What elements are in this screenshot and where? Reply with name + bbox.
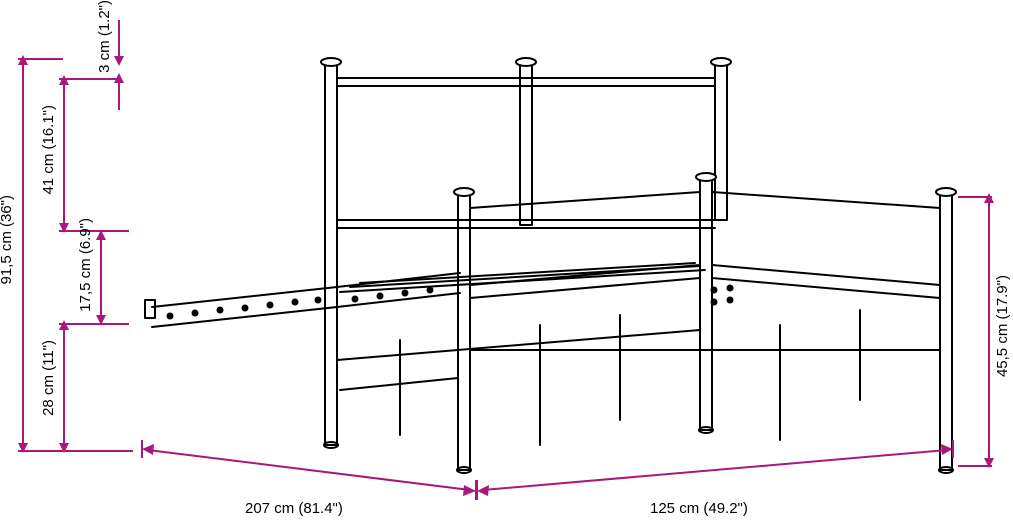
- dim-label-midbar: 17,5 cm (6.9"): [77, 218, 94, 312]
- arrow-icon: [18, 55, 28, 65]
- arrow-icon: [984, 193, 994, 203]
- dim-tick: [958, 465, 992, 467]
- arrow-icon: [114, 56, 124, 66]
- dim-tick: [958, 196, 992, 198]
- dim-label-foot: 45,5 cm (17.9"): [994, 275, 1011, 377]
- dim-line-foot: [988, 200, 990, 460]
- dim-tick: [59, 230, 129, 232]
- dim-label-total-height: 91,5 cm (36"): [0, 195, 15, 285]
- arrow-icon: [59, 443, 69, 453]
- dim-tick: [18, 58, 63, 60]
- dim-label-depth: 207 cm (81.4"): [245, 500, 343, 517]
- dim-line-upper-panel: [63, 82, 65, 225]
- diagram-root: 91,5 cm (36") 41 cm (16.1") 28 cm (11") …: [0, 0, 1013, 532]
- dim-tick: [59, 323, 129, 325]
- dim-line-midbar: [100, 237, 102, 317]
- dim-label-upper-panel: 41 cm (16.1"): [40, 105, 57, 195]
- arrow-icon: [59, 320, 69, 330]
- dim-line-total-height: [22, 62, 24, 445]
- dim-line-cap2: [118, 82, 120, 110]
- dim-label-leg: 28 cm (11"): [40, 340, 57, 416]
- arrow-icon: [96, 230, 106, 240]
- dim-tick: [18, 450, 133, 452]
- dim-label-cap: 3 cm (1.2"): [96, 0, 113, 73]
- arrow-icon: [59, 75, 69, 85]
- dim-line-cap: [118, 20, 120, 58]
- dim-tick: [59, 78, 119, 80]
- arrow-icon: [96, 315, 106, 325]
- dim-line-leg: [63, 327, 65, 445]
- dim-label-width: 125 cm (49.2"): [650, 500, 748, 517]
